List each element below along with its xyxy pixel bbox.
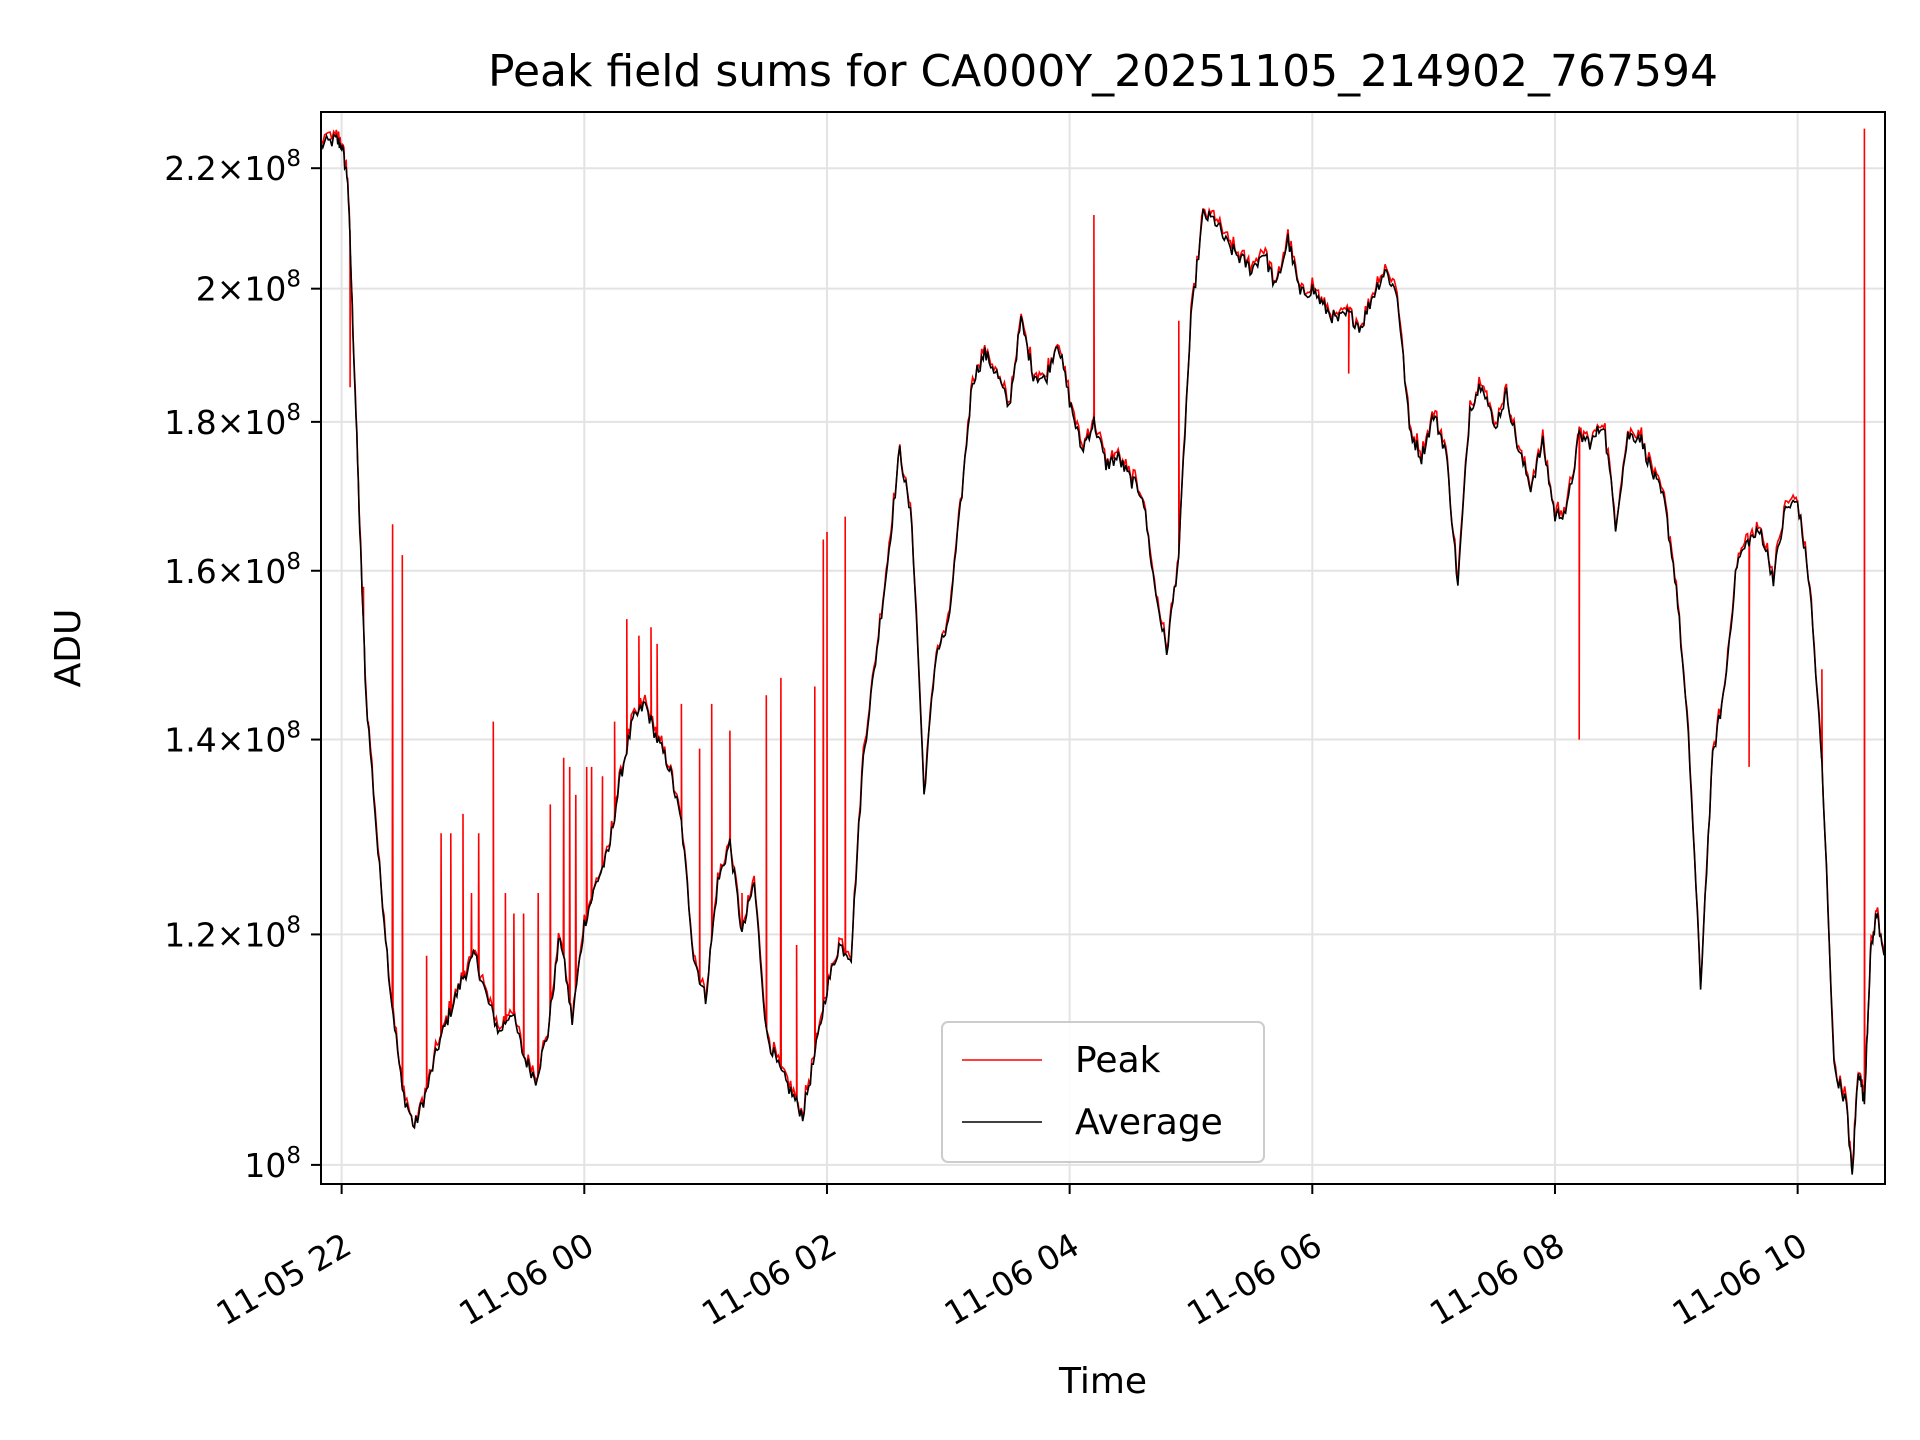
y-axis-label: ADU (48, 609, 89, 688)
series-lines (321, 128, 1885, 1175)
y-tick-label: 2.2×108 (164, 146, 301, 188)
series-line-average (321, 133, 1885, 1175)
y-tick-label: 1.6×108 (164, 549, 301, 591)
y-tick-label: 1.4×108 (164, 718, 301, 760)
plot-area-frame (320, 111, 1886, 1185)
y-tick-label: 1.8×108 (164, 400, 301, 442)
chart-title: Peak field sums for CA000Y_20251105_2149… (488, 46, 1718, 97)
legend: Peak Average (941, 1021, 1265, 1163)
legend-box (941, 1021, 1265, 1163)
y-tick-label: 108 (244, 1143, 301, 1185)
legend-label-average: Average (1075, 1102, 1223, 1143)
y-tick-label: 2×108 (196, 267, 301, 309)
x-axis-label: Time (1058, 1361, 1147, 1402)
y-axis-ticks: 108 1.2×108 1.4×108 1.6×108 1.8×108 2×108 2.2×… (164, 146, 321, 1185)
y-tick-label: 1.2×108 (164, 912, 301, 954)
legend-label-peak: Peak (1075, 1040, 1161, 1081)
